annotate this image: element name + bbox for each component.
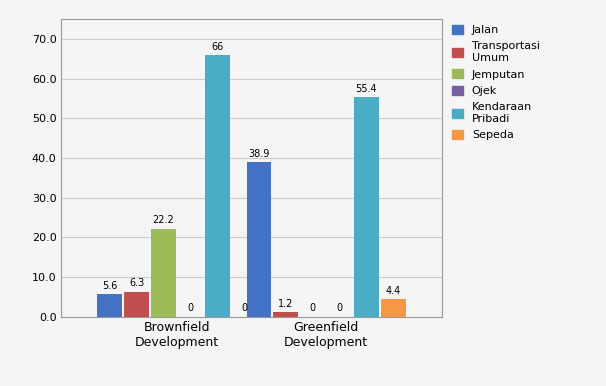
Text: 66: 66 <box>211 42 224 52</box>
Text: 0: 0 <box>336 303 342 313</box>
Bar <box>247 163 271 317</box>
Text: 1.2: 1.2 <box>278 299 293 308</box>
Bar <box>354 97 379 317</box>
Bar <box>205 55 230 317</box>
Text: 0: 0 <box>310 303 316 313</box>
Text: 22.2: 22.2 <box>153 215 175 225</box>
Text: 6.3: 6.3 <box>129 278 144 288</box>
Bar <box>124 291 149 317</box>
Text: 55.4: 55.4 <box>356 84 377 94</box>
Text: 0: 0 <box>187 303 193 313</box>
Bar <box>98 295 122 317</box>
Text: 0: 0 <box>241 303 247 313</box>
Bar <box>381 299 405 317</box>
Text: 4.4: 4.4 <box>385 286 401 296</box>
Text: 5.6: 5.6 <box>102 281 118 291</box>
Bar <box>273 312 298 317</box>
Legend: Jalan, Transportasi
Umum, Jemputan, Ojek, Kendaraan
Pribadi, Sepeda: Jalan, Transportasi Umum, Jemputan, Ojek… <box>451 25 540 141</box>
Text: 38.9: 38.9 <box>248 149 270 159</box>
Bar <box>151 229 176 317</box>
